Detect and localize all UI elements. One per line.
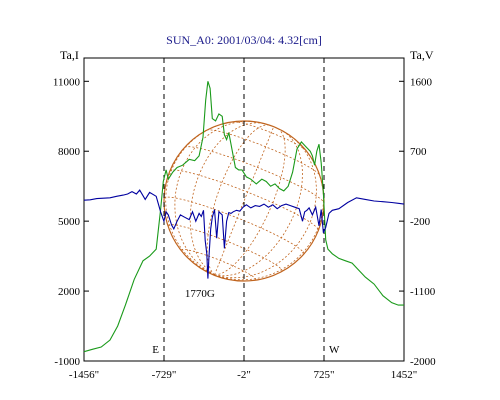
left-tick-label: -1000: [54, 356, 80, 368]
chart-title: SUN_A0: 2001/03/04: 4.32[cm]: [166, 33, 322, 47]
longitude-line: [206, 124, 270, 276]
limb-marker-label: E: [152, 344, 159, 356]
longitude-line: [214, 157, 324, 281]
left-axis-label: Ta,I: [60, 48, 79, 62]
right-tick-label: -1100: [410, 286, 436, 298]
left-tick-label: 2000: [58, 286, 81, 298]
longitude-line: [174, 121, 257, 276]
right-axis-label: Ta,V: [410, 48, 434, 62]
intensity-series-line: [83, 81, 404, 353]
left-tick-label: 5000: [58, 216, 81, 228]
left-tick-label: 11000: [53, 76, 81, 88]
right-tick-label: -2000: [410, 356, 436, 368]
x-tick-label: 1452": [391, 369, 418, 381]
x-tick-label: 725": [314, 369, 335, 381]
polarization-series-line: [83, 189, 405, 279]
right-tick-label: -200: [410, 216, 431, 228]
longitude-line: [214, 129, 303, 277]
disk-graticule: [164, 121, 324, 281]
latitude-line: [181, 249, 257, 280]
longitude-line: [214, 134, 317, 279]
right-tick-label: 700: [410, 146, 427, 158]
annotation-label: 1770G: [185, 288, 215, 300]
latitude-line: [206, 129, 321, 176]
latitude-line: [184, 146, 324, 204]
limb-marker-label: W: [329, 344, 340, 356]
left-tick-label: 8000: [58, 146, 81, 158]
x-tick-label: -2": [237, 369, 251, 381]
longitude-line: [214, 128, 286, 276]
longitude-line: [189, 122, 267, 276]
x-tick-label: -729": [152, 369, 177, 381]
x-tick-label: -1456": [69, 369, 99, 381]
longitude-line: [214, 126, 275, 275]
right-tick-label: 1600: [410, 76, 433, 88]
longitude-line: [165, 122, 226, 276]
